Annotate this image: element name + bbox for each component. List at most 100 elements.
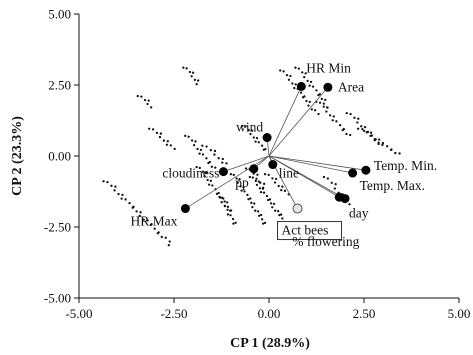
observation-point xyxy=(283,189,287,192)
observation-point xyxy=(360,125,363,128)
observation-point xyxy=(229,214,232,217)
observation-point xyxy=(332,115,335,118)
observation-point xyxy=(303,75,306,79)
observation-point xyxy=(250,129,254,132)
observation-point xyxy=(197,79,200,82)
observation-point xyxy=(252,136,255,139)
loading-vector xyxy=(268,86,302,157)
observation-point xyxy=(201,144,204,147)
observation-point xyxy=(261,186,265,189)
variable-label-day: day xyxy=(349,206,369,221)
observation-point xyxy=(146,219,149,222)
observation-point xyxy=(140,95,143,98)
observation-point xyxy=(255,136,259,140)
observation-point xyxy=(309,80,313,84)
observation-point xyxy=(221,157,225,161)
variable-marker xyxy=(296,81,306,91)
observation-point xyxy=(153,227,156,230)
observation-point xyxy=(353,116,356,119)
observation-point xyxy=(271,177,274,180)
loading-vector xyxy=(268,155,366,171)
observation-point xyxy=(168,240,171,243)
observation-point xyxy=(246,193,249,197)
observation-point xyxy=(211,184,214,187)
observation-point xyxy=(187,135,190,138)
y-tick-label: 2.50 xyxy=(48,78,71,93)
observation-point xyxy=(294,66,297,69)
observation-point xyxy=(147,99,150,102)
variable-label-temp-min: Temp. Min. xyxy=(374,158,437,173)
observation-point xyxy=(182,66,185,69)
observation-point xyxy=(274,209,277,212)
observation-point xyxy=(214,166,217,169)
observation-point xyxy=(188,70,192,74)
observation-point xyxy=(207,161,210,165)
observation-point xyxy=(228,209,232,212)
observation-point xyxy=(253,202,256,205)
observation-point xyxy=(345,111,348,115)
observation-point xyxy=(335,120,338,123)
observation-point xyxy=(218,195,221,199)
variable-labels: HR Min Area wind cloudiness pp line Temp. Min.… xyxy=(131,60,438,249)
observation-point xyxy=(381,143,384,147)
observation-point xyxy=(250,201,253,204)
observation-point xyxy=(113,189,116,192)
variable-label-temp-max: Temp. Max. xyxy=(360,178,425,193)
observation-point xyxy=(195,165,198,169)
observation-point xyxy=(301,96,305,99)
observation-point xyxy=(220,196,224,199)
observation-point xyxy=(308,84,311,87)
observation-point xyxy=(254,209,257,212)
observation-point xyxy=(192,144,196,147)
observation-point xyxy=(363,125,367,129)
x-tick-label: 5.00 xyxy=(448,306,471,321)
variable-marker xyxy=(268,160,278,170)
variable-marker xyxy=(292,203,303,214)
observation-point xyxy=(213,149,217,153)
observation-point xyxy=(138,214,141,218)
observation-point xyxy=(345,132,348,136)
observation-point xyxy=(165,143,169,146)
observation-point xyxy=(349,133,352,137)
observation-point xyxy=(226,208,229,211)
observation-point xyxy=(285,73,289,77)
observation-point xyxy=(389,148,393,152)
observation-point xyxy=(348,203,351,206)
observation-point xyxy=(341,128,344,132)
variable-marker xyxy=(361,165,371,175)
x-tick-label: -2.50 xyxy=(160,306,187,321)
observation-point xyxy=(213,153,216,156)
observation-point xyxy=(294,83,297,86)
observation-point xyxy=(362,129,366,133)
observation-point xyxy=(198,152,201,155)
loading-vector xyxy=(223,155,270,172)
y-tick-label: -5.00 xyxy=(44,291,71,306)
observation-point xyxy=(394,151,397,155)
observation-point xyxy=(151,128,155,131)
variable-marker xyxy=(262,133,272,143)
observation-point xyxy=(254,179,257,183)
observation-point xyxy=(377,138,381,141)
observation-point xyxy=(195,82,198,86)
observation-point xyxy=(244,167,248,170)
observation-point xyxy=(205,145,208,148)
observation-point xyxy=(210,165,214,168)
observation-point xyxy=(185,67,188,70)
observation-point xyxy=(271,206,274,209)
observation-point xyxy=(128,201,131,205)
observation-point xyxy=(259,181,262,184)
observation-point xyxy=(143,98,147,102)
observation-point xyxy=(192,71,195,74)
variable-label-pp: pp xyxy=(235,175,249,190)
observation-point xyxy=(198,166,201,170)
loading-vector xyxy=(268,155,353,174)
observation-point xyxy=(117,192,120,196)
observation-points xyxy=(102,66,401,247)
ticks: -5.00 -2.50 0.00 2.50 5.00 5.00 2.50 0.00 -2.50 -… xyxy=(44,7,470,322)
observation-point xyxy=(150,106,153,109)
observation-point xyxy=(223,200,226,203)
observation-point xyxy=(310,108,313,111)
observation-point xyxy=(238,178,241,181)
observation-point xyxy=(280,213,283,216)
observation-point xyxy=(225,162,228,165)
